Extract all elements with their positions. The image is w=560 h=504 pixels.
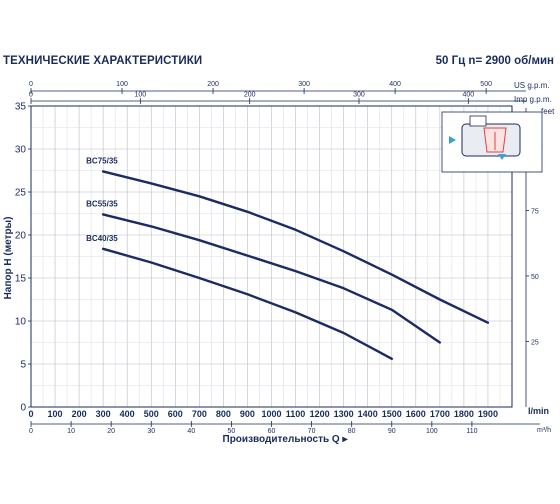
x-tick-label: 1900 (478, 409, 498, 419)
x-tick-label: 200 (72, 409, 87, 419)
x-tick-label: 800 (216, 409, 231, 419)
y-axis-title: Напор H (метры) (3, 217, 14, 300)
m3h-tick-label: 110 (466, 428, 477, 435)
y-tick-label: 35 (15, 102, 27, 113)
m3h-tick-label: 20 (107, 428, 115, 435)
y-tick-label: 30 (15, 145, 27, 156)
m3h-tick-label: 90 (388, 428, 396, 435)
series-line-bc75-35 (101, 170, 490, 324)
imp-gpm-tick-label: 200 (244, 92, 256, 99)
us-gpm-tick-label: 500 (480, 81, 492, 88)
x-axis-title: Производительность Q ▸ (223, 434, 349, 445)
us-gpm-unit: US g.p.m. (514, 81, 550, 90)
m3h-tick-label: 30 (147, 428, 155, 435)
us-gpm-tick-label: 100 (116, 81, 128, 88)
x-tick-label: 600 (168, 409, 183, 419)
x-tick-label: 1100 (286, 409, 306, 419)
lmin-unit: l/min (528, 406, 549, 416)
feet-tick-label: 50 (531, 274, 539, 281)
m3h-tick-label: 50 (228, 428, 236, 435)
y-tick-label: 15 (15, 274, 27, 285)
y-tick-label: 0 (20, 403, 26, 414)
feet-tick-label: 75 (531, 208, 539, 215)
chart-title: ТЕХНИЧЕСКИЕ ХАРАКТЕРИСТИКИ (3, 55, 203, 67)
imp-gpm-tick-label: 300 (353, 92, 365, 99)
us-gpm-tick-label: 300 (298, 81, 310, 88)
x-tick-label: 1800 (454, 409, 474, 419)
x-tick-label: 300 (96, 409, 111, 419)
x-tick-label: 1600 (406, 409, 426, 419)
series-line-bc55-35 (101, 213, 441, 344)
m3h-tick-label: 60 (268, 428, 276, 435)
y-tick-label: 25 (15, 188, 27, 199)
m3h-tick-label: 80 (348, 428, 356, 435)
x-tick-label: 100 (48, 409, 63, 419)
imp-gpm-unit: Imp g.p.m. (514, 95, 552, 104)
x-tick-label: 400 (120, 409, 135, 419)
speed-frequency-label: 50 Гц n= 2900 об/мин (435, 55, 554, 67)
series-label: BC40/35 (86, 234, 118, 243)
us-gpm-tick-label: 0 (29, 81, 33, 88)
m3h-tick-label: 70 (308, 428, 316, 435)
series-label: BC75/35 (86, 156, 118, 165)
m3h-tick-label: 0 (29, 428, 33, 435)
x-tick-label: 1300 (334, 409, 354, 419)
x-tick-label: 0 (28, 409, 33, 419)
series-line-bc40-35 (101, 247, 393, 360)
x-tick-label: 1000 (261, 409, 281, 419)
y-tick-label: 20 (15, 231, 27, 242)
m3h-tick-label: 100 (426, 428, 438, 435)
imp-gpm-tick-label: 400 (462, 92, 474, 99)
series-label: BC55/35 (86, 199, 118, 208)
feet-tick-label: 25 (531, 339, 539, 346)
feet-unit: feet (541, 107, 555, 116)
x-tick-label: 1500 (382, 409, 402, 419)
us-gpm-tick-label: 400 (389, 81, 401, 88)
y-tick-label: 5 (20, 360, 26, 371)
y-tick-label: 10 (15, 317, 27, 328)
plot-frame (30, 105, 513, 408)
x-tick-label: 1400 (358, 409, 378, 419)
x-tick-label: 1200 (310, 409, 330, 419)
m3h-unit: m³/h (537, 427, 551, 434)
x-tick-label: 900 (240, 409, 255, 419)
x-tick-label: 700 (192, 409, 207, 419)
m3h-tick-label: 40 (187, 428, 195, 435)
pump-icon (441, 111, 543, 173)
imp-gpm-tick-label: 0 (29, 92, 33, 99)
m3h-tick-label: 10 (67, 428, 75, 435)
imp-gpm-tick-label: 100 (134, 92, 146, 99)
x-tick-label: 500 (144, 409, 159, 419)
x-tick-label: 1700 (430, 409, 450, 419)
us-gpm-tick-label: 200 (207, 81, 219, 88)
